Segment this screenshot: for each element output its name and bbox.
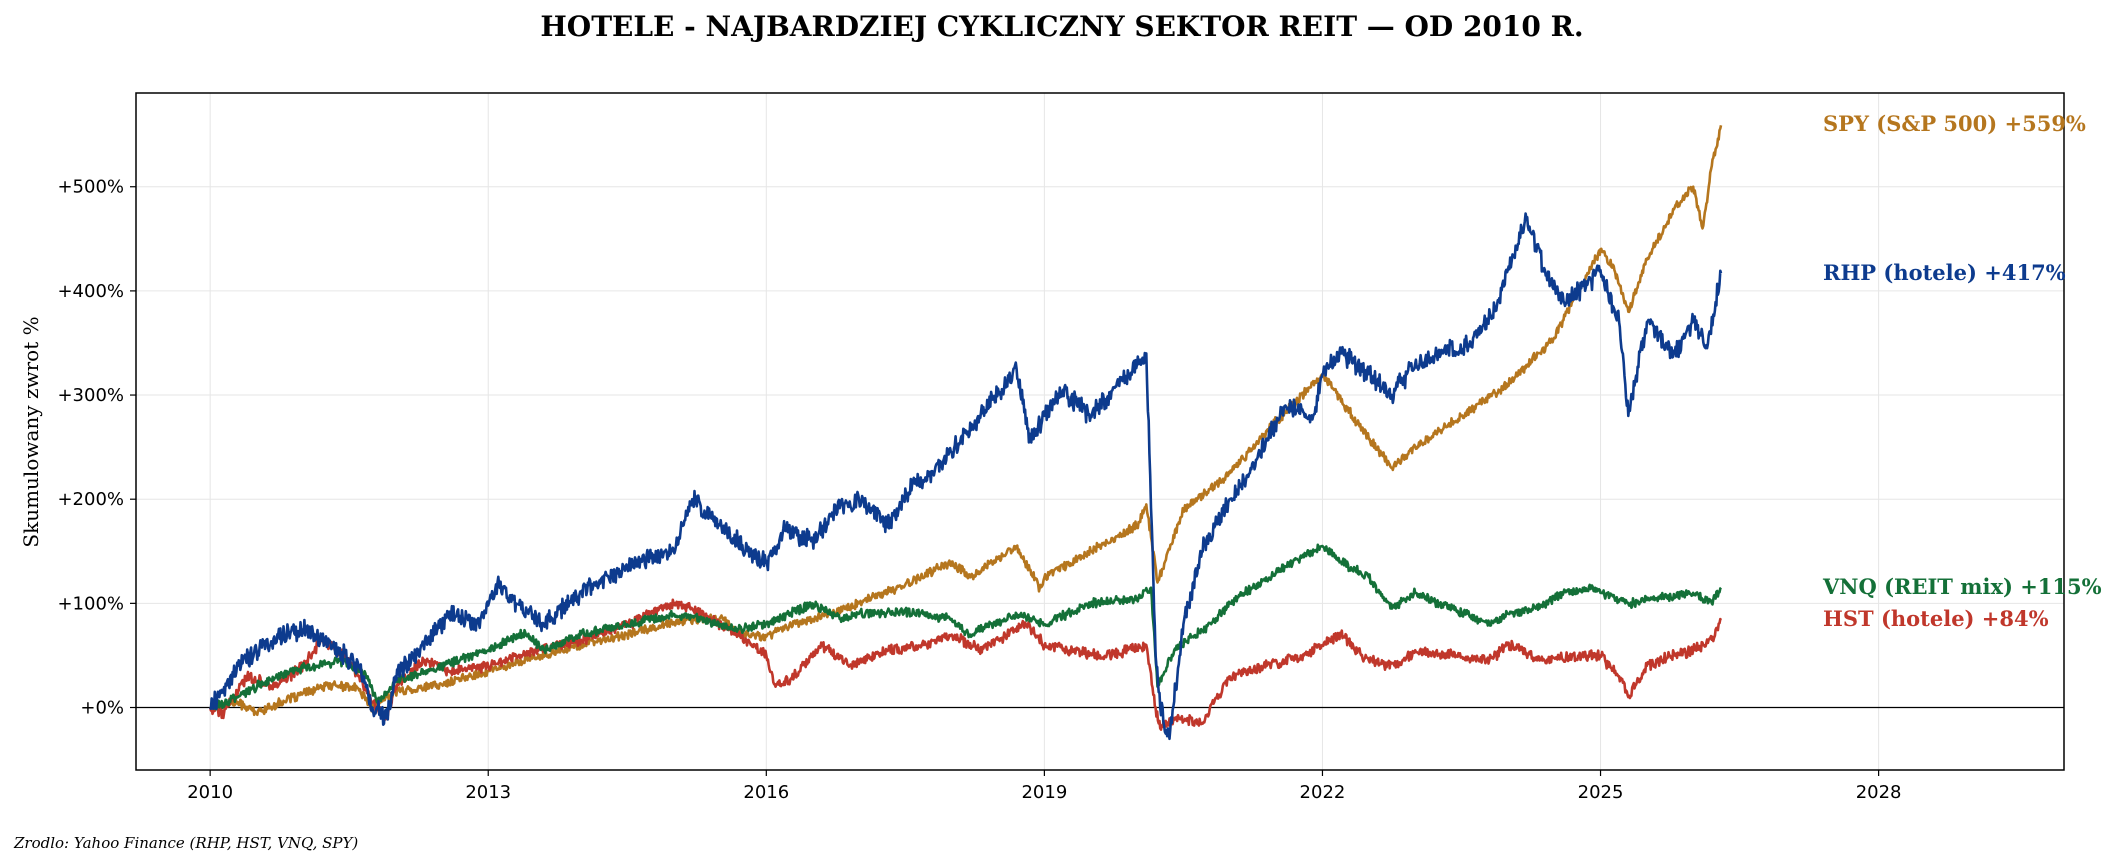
- y-tick-label-1: +100%: [57, 593, 124, 614]
- y-axis-ticks: +0% +100% +200% +300% +400% +500%: [57, 177, 136, 719]
- x-tick-label-2016: 2016: [743, 782, 789, 803]
- series-label-hst: HST (hotele) +84%: [1823, 606, 2049, 631]
- series-lines: [208, 125, 1723, 741]
- series-line-hst: [208, 598, 1723, 731]
- y-tick-label-5: +500%: [57, 177, 124, 198]
- series-line-vnq: [209, 543, 1722, 711]
- x-tick-label-2019: 2019: [1021, 782, 1067, 803]
- x-tick-label-2022: 2022: [1300, 782, 1346, 803]
- y-tick-label-2: +200%: [57, 489, 124, 510]
- y-tick-label-0: +0%: [80, 698, 124, 719]
- x-tick-label-2013: 2013: [465, 782, 511, 803]
- y-tick-label-3: +300%: [57, 385, 124, 406]
- x-tick-label-2025: 2025: [1578, 782, 1624, 803]
- y-axis-label: Skumulowany zwrot %: [19, 316, 43, 547]
- series-label-spy: SPY (S&P 500) +559%: [1823, 111, 2086, 136]
- x-tick-label-2010: 2010: [187, 782, 233, 803]
- series-line-spy: [208, 125, 1723, 717]
- grid-lines: [136, 93, 2064, 770]
- chart-title: HOTELE - NAJBARDZIEJ CYKLICZNY SEKTOR RE…: [540, 10, 1583, 43]
- plot-frame: [135, 92, 2065, 771]
- y-tick-label-4: +400%: [57, 281, 124, 302]
- x-axis-ticks: 2010 2013 2016 2019 2022 2025 2028: [187, 770, 1902, 803]
- series-label-rhp: RHP (hotele) +417%: [1823, 260, 2066, 285]
- source-note: Zrodlo: Yahoo Finance (RHP, HST, VNQ, SP…: [13, 834, 358, 852]
- series-end-labels: SPY (S&P 500) +559% RHP (hotele) +417% VNQ…: [1822, 111, 2102, 631]
- x-tick-label-2028: 2028: [1856, 782, 1902, 803]
- series-line-rhp: [209, 212, 1723, 741]
- series-label-vnq: VNQ (REIT mix) +115%: [1822, 574, 2102, 599]
